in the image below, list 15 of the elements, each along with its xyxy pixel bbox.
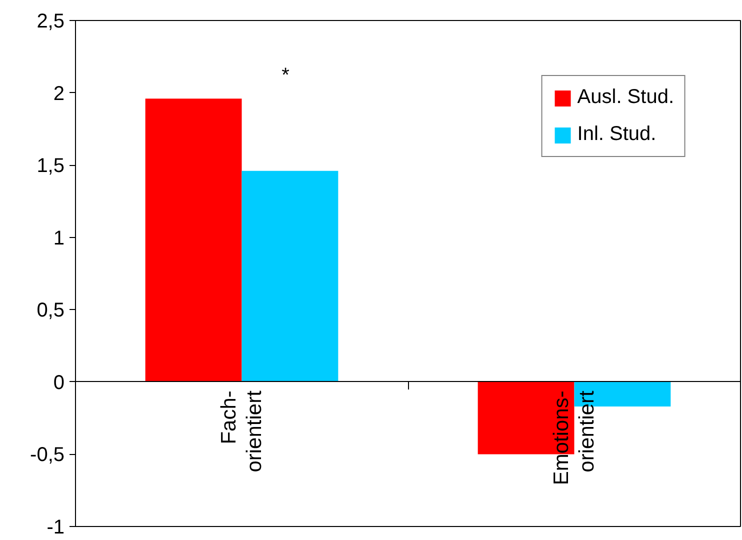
legend-label: Ausl. Stud. [577, 86, 674, 109]
x-tick-label: Fach- orientiert [218, 390, 266, 472]
y-tick-label: 1,5 [36, 155, 65, 178]
y-tick-label: 1 [53, 227, 64, 250]
y-tick-label: 0,5 [36, 300, 65, 322]
y-tick-label: 0 [53, 372, 64, 394]
legend-label: Inl. Stud. [577, 123, 656, 146]
bar [145, 98, 242, 382]
y-tick-label: -0,5 [30, 444, 65, 466]
y-tick-label: 2,5 [36, 10, 65, 32]
x-tick-label: Emotions- orientiert [550, 390, 598, 486]
y-tick-label: -1 [46, 516, 65, 538]
annotation: * [282, 64, 290, 86]
bar [242, 170, 338, 382]
y-tick-label: 2 [53, 82, 64, 105]
